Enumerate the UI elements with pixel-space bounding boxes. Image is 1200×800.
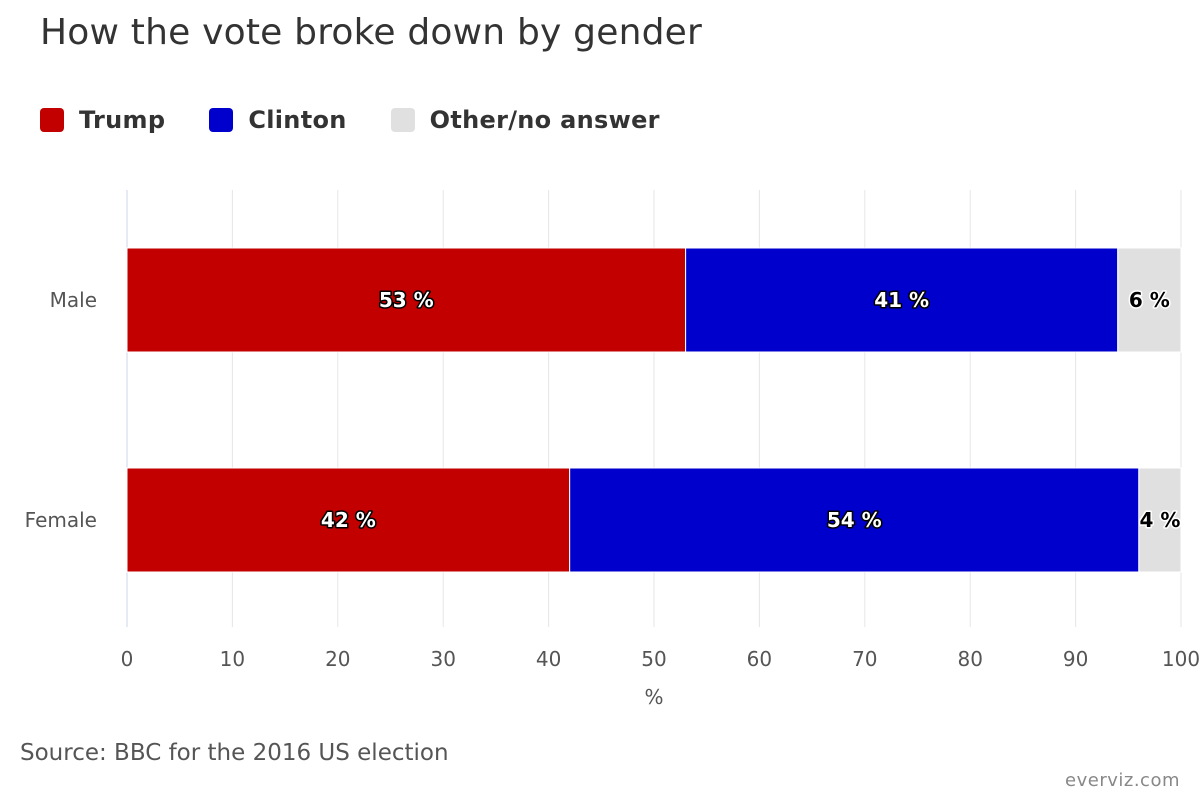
legend-label-trump: Trump xyxy=(79,106,166,134)
legend-swatch-clinton xyxy=(209,108,234,132)
legend: Trump Clinton Other/no answer xyxy=(40,106,704,134)
legend-item-clinton[interactable]: Clinton xyxy=(209,106,346,134)
bar-male-trump[interactable] xyxy=(126,247,687,353)
x-tick-label-30: 30 xyxy=(430,647,455,671)
legend-item-other[interactable]: Other/no answer xyxy=(390,106,660,134)
x-tick-label-0: 0 xyxy=(121,647,134,671)
x-tick-label-60: 60 xyxy=(747,647,772,671)
x-tick-label-70: 70 xyxy=(852,647,877,671)
x-axis-title: % xyxy=(644,685,663,709)
bar-female-trump[interactable] xyxy=(126,467,571,573)
chart-credit[interactable]: everviz.com xyxy=(1065,770,1180,791)
data-label-male-trump: 53 % xyxy=(379,288,434,312)
bar-female-clinton[interactable] xyxy=(569,467,1140,573)
data-label-male-clinton: 41 % xyxy=(874,288,929,312)
x-tick-label-80: 80 xyxy=(957,647,982,671)
data-label-female-other-no-answer: 4 % xyxy=(1139,508,1180,532)
x-tick-label-50: 50 xyxy=(641,647,666,671)
chart-title: How the vote broke down by gender xyxy=(40,12,702,53)
x-tick-label-90: 90 xyxy=(1063,647,1088,671)
legend-label-clinton: Clinton xyxy=(248,106,347,134)
x-tick-label-40: 40 xyxy=(536,647,561,671)
legend-item-trump[interactable]: Trump xyxy=(40,106,165,134)
legend-swatch-trump xyxy=(40,108,64,132)
data-label-female-trump: 42 % xyxy=(321,508,376,532)
category-label-female: Female xyxy=(25,508,97,532)
bar-female-other-no-answer[interactable] xyxy=(1138,467,1182,573)
bar-male-other-no-answer[interactable] xyxy=(1117,247,1182,353)
x-tick-label-20: 20 xyxy=(325,647,350,671)
data-label-male-other-no-answer: 6 % xyxy=(1129,288,1170,312)
x-tick-label-100: 100 xyxy=(1162,647,1200,671)
category-label-male: Male xyxy=(50,288,97,312)
x-tick-label-10: 10 xyxy=(220,647,245,671)
chart-source: Source: BBC for the 2016 US election xyxy=(20,740,449,766)
bar-male-clinton[interactable] xyxy=(685,247,1119,353)
legend-label-other: Other/no answer xyxy=(429,106,660,134)
legend-swatch-other xyxy=(390,108,415,132)
data-label-female-clinton: 54 % xyxy=(827,508,882,532)
